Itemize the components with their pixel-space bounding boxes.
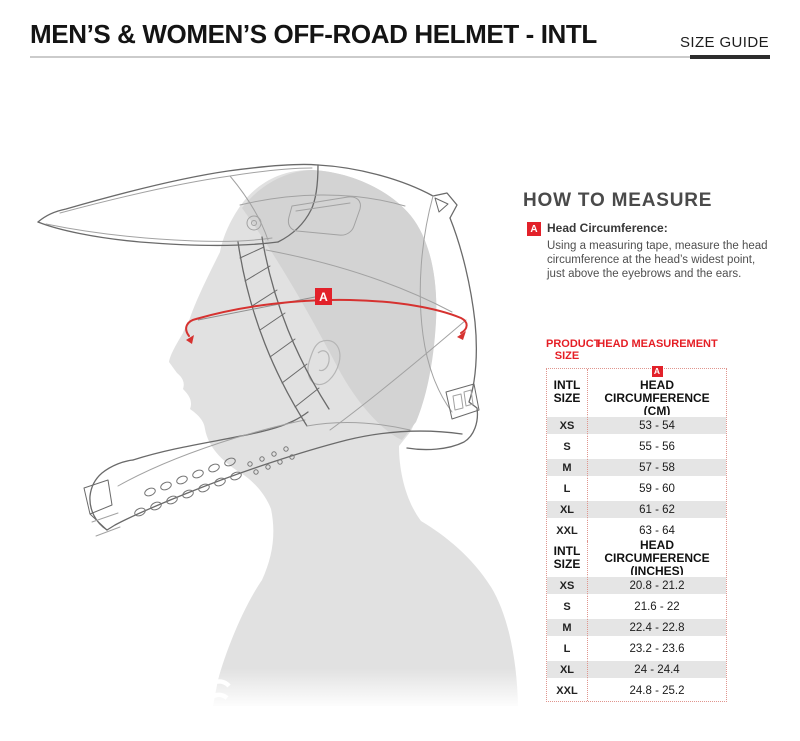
front-truss (237, 236, 411, 431)
helmet-chin-guard (83, 411, 309, 537)
size-cell: M (547, 457, 588, 478)
size-cell: XXL (547, 680, 588, 701)
value-cell: 55 - 56 (639, 440, 675, 453)
table-subheader-cm: INTL SIZE A HEAD CIRCUMFERENCE (CM) (547, 366, 726, 418)
tape-arrow-right (457, 331, 466, 340)
table-row: XS 53 - 54 (547, 415, 726, 436)
size-guide-tab[interactable]: SIZE GUIDE (679, 34, 769, 51)
table-row: M 22.4 - 22.8 (547, 617, 726, 638)
measure-label: Head Circumference: (547, 221, 668, 235)
size-cell: S (547, 596, 588, 617)
size-cell: XL (547, 659, 588, 680)
intl-size-header-inches: INTL SIZE (553, 544, 581, 571)
helmet-shell (106, 164, 480, 531)
value-cell: 24 - 24.4 (588, 659, 726, 680)
table-row: S 21.6 - 22 (547, 596, 726, 617)
table-row: XS 20.8 - 21.2 (547, 575, 726, 596)
value-cell: 53 - 54 (588, 415, 726, 436)
size-cell: M (547, 617, 588, 638)
how-to-measure-title: HOW TO MEASURE (523, 190, 713, 211)
size-cell: L (547, 478, 588, 499)
helmet-illustration: A (0, 163, 530, 741)
value-cell: 24.8 - 25.2 (629, 684, 685, 697)
col-header-head-measurement: HEAD MEASUREMENT (597, 338, 718, 350)
illustration-marker-a: A (319, 290, 328, 304)
size-cell: XS (547, 575, 588, 596)
measurement-header-inches: HEAD CIRCUMFERENCE (INCHES) (604, 537, 710, 578)
helmet-line-art (37, 163, 480, 537)
value-cell: 22.4 - 22.8 (588, 617, 726, 638)
size-guide-underline (690, 55, 770, 59)
value-cell: 23.2 - 23.6 (629, 642, 685, 655)
size-cell: L (547, 638, 588, 659)
table-row: L 23.2 - 23.6 (547, 638, 726, 659)
bottom-fade (0, 668, 530, 741)
chin-vent-holes (134, 446, 295, 517)
measure-a-badge: A (527, 222, 541, 236)
measurement-line: A (185, 288, 468, 344)
table-row: XL 24 - 24.4 (547, 659, 726, 680)
table-row: XXL 24.8 - 25.2 (547, 680, 726, 701)
value-cell: 59 - 60 (639, 482, 675, 495)
measure-description: Using a measuring tape, measure the head… (547, 240, 768, 281)
size-table: INTL SIZE A HEAD CIRCUMFERENCE (CM) XS 5… (546, 366, 727, 702)
value-cell: 21.6 - 22 (634, 600, 680, 613)
tape-arrow-left (186, 335, 194, 344)
table-row: XXL 63 - 64 (547, 520, 726, 541)
tape-arc (185, 298, 468, 337)
value-cell: 20.8 - 21.2 (588, 575, 726, 596)
intl-size-header-cm: INTL SIZE (553, 378, 581, 405)
table-row: L 59 - 60 (547, 478, 726, 499)
value-cell: 63 - 64 (639, 524, 675, 537)
table-column-headers: PRODUCT SIZE HEAD MEASUREMENT (546, 338, 727, 362)
page-title: MEN’S & WOMEN’S OFF-ROAD HELMET - INTL (30, 19, 597, 49)
value-cell: 61 - 62 (588, 499, 726, 520)
value-cell: 57 - 58 (588, 457, 726, 478)
measurement-header-cm: HEAD CIRCUMFERENCE (CM) (604, 378, 710, 418)
size-cell: XL (547, 499, 588, 520)
table-subheader-inches: INTL SIZE HEAD CIRCUMFERENCE (INCHES) (547, 537, 726, 578)
marker-a-badge (315, 288, 332, 305)
size-cell: XXL (547, 520, 588, 541)
ear (307, 339, 341, 386)
table-row: S 55 - 56 (547, 436, 726, 457)
table-row: M 57 - 58 (547, 457, 726, 478)
size-cell: S (547, 436, 588, 457)
table-row: XL 61 - 62 (547, 499, 726, 520)
col-header-product-size: PRODUCT SIZE (546, 338, 601, 362)
head-silhouette (169, 169, 518, 706)
size-cell: XS (547, 415, 588, 436)
header-divider (30, 55, 770, 59)
table-a-badge: A (651, 366, 663, 377)
helmet-visor (37, 163, 319, 247)
measure-item-head-circumference: A Head Circumference: Using a measuring … (527, 221, 777, 282)
